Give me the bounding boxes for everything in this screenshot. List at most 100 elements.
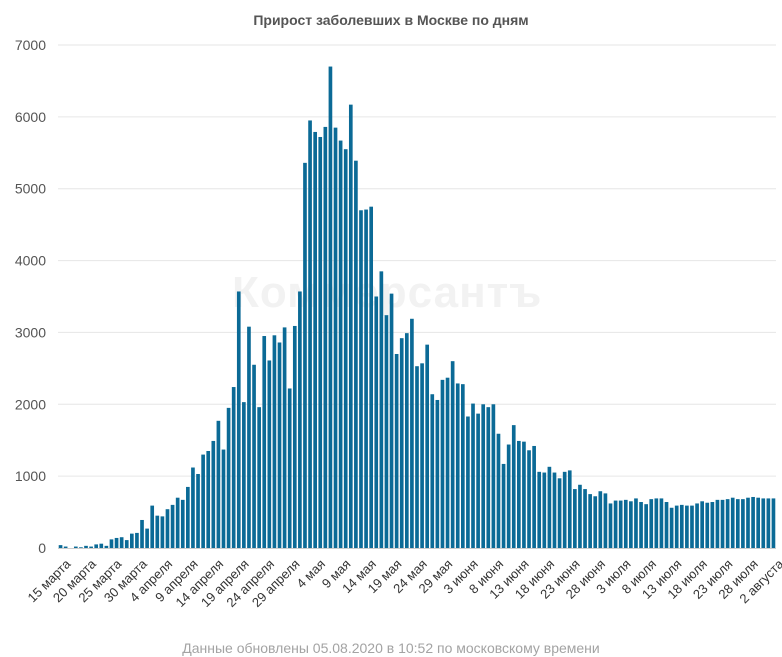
bar	[165, 509, 170, 548]
bar	[613, 500, 618, 548]
bar	[557, 478, 562, 548]
bar	[354, 160, 358, 548]
bar	[695, 503, 699, 548]
bar	[236, 291, 241, 548]
bar	[623, 499, 628, 548]
bar	[364, 209, 368, 548]
y-tick-label: 2000	[15, 396, 46, 412]
bar	[705, 502, 710, 548]
bar	[226, 407, 231, 548]
bar	[374, 296, 379, 548]
bar	[690, 505, 694, 548]
bar	[573, 489, 577, 548]
bar	[415, 366, 419, 548]
bar	[206, 450, 211, 548]
bar	[735, 499, 740, 548]
bar	[175, 497, 180, 548]
y-tick-label: 4000	[15, 253, 46, 269]
bar	[460, 384, 465, 548]
bar	[308, 120, 312, 548]
bar	[130, 533, 134, 548]
bar	[262, 336, 267, 548]
bar	[639, 502, 643, 548]
bar	[730, 497, 735, 548]
bar	[506, 444, 511, 548]
y-tick-label: 1000	[15, 468, 46, 484]
bar	[410, 318, 414, 548]
bar	[79, 547, 83, 548]
bar	[119, 537, 124, 548]
bar	[196, 473, 200, 548]
bar	[170, 504, 175, 548]
bar	[216, 420, 221, 548]
bar	[537, 471, 542, 548]
bar	[542, 472, 547, 548]
bar	[160, 516, 165, 548]
bar	[145, 528, 149, 548]
bar	[455, 383, 460, 548]
y-axis-ticks: 0 1000 2000 3000 4000 5000 6000 7000	[15, 37, 46, 556]
bar	[303, 162, 307, 549]
bar	[58, 545, 63, 548]
bar	[298, 291, 302, 548]
bar	[664, 502, 669, 548]
bar	[313, 131, 317, 548]
bar	[761, 498, 766, 548]
bar	[476, 413, 480, 548]
bar	[328, 66, 333, 549]
bar	[191, 467, 195, 548]
bar	[399, 338, 404, 548]
bar	[252, 364, 256, 548]
y-tick-label: 5000	[15, 181, 46, 197]
bar	[445, 377, 450, 548]
bar	[150, 505, 155, 548]
bar	[211, 440, 216, 548]
bar	[430, 394, 435, 548]
bar	[404, 333, 409, 548]
bar	[588, 494, 592, 548]
bar	[669, 507, 674, 548]
bar	[348, 104, 353, 549]
bar	[89, 546, 93, 548]
bar	[517, 440, 521, 548]
bar	[527, 450, 531, 548]
bar	[746, 497, 750, 548]
bar	[629, 501, 633, 548]
bar	[323, 126, 328, 548]
bar	[420, 363, 424, 548]
bar	[440, 379, 445, 548]
bar	[562, 471, 567, 548]
bar	[180, 499, 185, 548]
bar	[114, 537, 119, 548]
bar	[552, 472, 557, 548]
bar	[104, 545, 109, 548]
bar	[685, 505, 689, 548]
bar	[318, 136, 323, 548]
bar	[598, 491, 603, 548]
bar	[700, 501, 704, 548]
bar	[282, 327, 287, 548]
bar	[501, 463, 506, 548]
watermark-logo: Коммерсантъ	[232, 268, 543, 317]
bar	[109, 539, 114, 548]
bar	[725, 499, 730, 548]
bar	[603, 493, 608, 548]
bar	[715, 499, 720, 548]
bar	[343, 149, 348, 548]
bar	[389, 293, 394, 548]
bar	[73, 546, 78, 548]
bar	[369, 206, 374, 548]
bar	[583, 489, 587, 548]
bar	[155, 515, 160, 548]
bar	[242, 402, 246, 548]
y-tick-label: 6000	[15, 109, 46, 125]
bar	[425, 344, 430, 548]
bar	[435, 399, 440, 548]
bar	[277, 342, 282, 548]
y-tick-label: 3000	[15, 324, 46, 340]
bar	[99, 543, 104, 548]
bar	[608, 503, 613, 548]
bar	[135, 532, 139, 548]
bar	[333, 127, 338, 548]
bar	[491, 404, 496, 548]
